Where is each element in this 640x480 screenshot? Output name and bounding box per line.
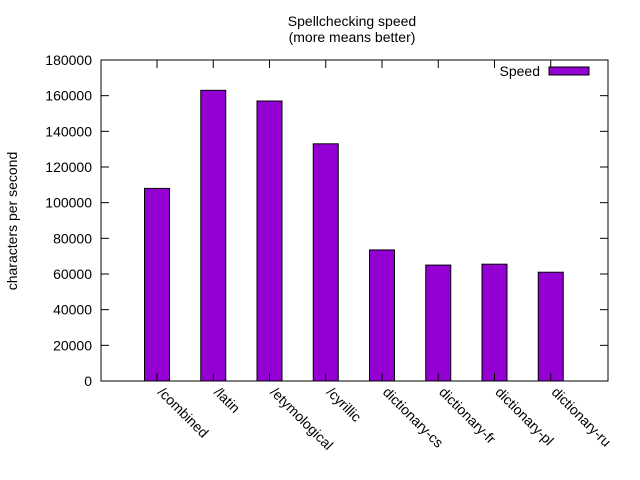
y-tick-label: 100000 bbox=[45, 195, 92, 211]
x-tick-label: /cyrillic bbox=[324, 384, 365, 425]
bars-group bbox=[144, 89, 564, 382]
bar-6 bbox=[481, 263, 508, 382]
x-tick-label: /combined bbox=[155, 384, 212, 441]
bar-2 bbox=[256, 100, 283, 382]
x-tick-label: dictionary-ru bbox=[549, 384, 615, 450]
y-tick-label: 160000 bbox=[45, 88, 92, 104]
y-axis-label: characters per second bbox=[4, 152, 20, 291]
y-tick-label: 60000 bbox=[53, 266, 92, 282]
bar-4 bbox=[369, 249, 395, 382]
y-tick-label: 40000 bbox=[53, 302, 92, 318]
y-tick-label: 80000 bbox=[53, 230, 92, 246]
legend-label: Speed bbox=[500, 63, 540, 79]
chart-subtitle: (more means better) bbox=[289, 29, 416, 45]
x-tick-label: /latin bbox=[211, 384, 243, 416]
chart-title: Spellchecking speed bbox=[288, 13, 416, 29]
y-tick-label: 0 bbox=[84, 373, 92, 389]
bar-0 bbox=[144, 187, 170, 382]
bar-7 bbox=[537, 271, 564, 382]
y-tick-label: 180000 bbox=[45, 52, 92, 68]
y-tick-label: 140000 bbox=[45, 123, 92, 139]
plot-frame bbox=[100, 59, 609, 382]
legend-swatch bbox=[548, 66, 590, 76]
bar-5 bbox=[425, 264, 452, 382]
x-tick-label: dictionary-pl bbox=[492, 384, 557, 449]
bar-3 bbox=[312, 143, 339, 382]
y-tick-label: 20000 bbox=[53, 337, 92, 353]
legend: Speed bbox=[500, 63, 590, 79]
bar-1 bbox=[200, 89, 227, 382]
y-tick-label: 120000 bbox=[45, 159, 92, 175]
